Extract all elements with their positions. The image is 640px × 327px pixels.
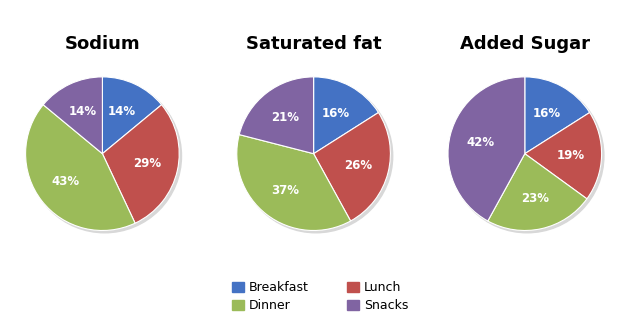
Text: 23%: 23% (521, 192, 549, 205)
Wedge shape (239, 77, 314, 154)
Text: 43%: 43% (52, 175, 80, 188)
Wedge shape (314, 112, 390, 221)
Text: 42%: 42% (466, 136, 494, 149)
Title: Added Sugar: Added Sugar (460, 35, 590, 53)
Text: 21%: 21% (271, 111, 300, 124)
Title: Sodium: Sodium (65, 35, 140, 53)
Text: 14%: 14% (108, 106, 136, 118)
Text: 19%: 19% (557, 149, 585, 162)
Text: 14%: 14% (68, 106, 97, 118)
Legend: Breakfast, Dinner, Lunch, Snacks: Breakfast, Dinner, Lunch, Snacks (227, 277, 413, 318)
Wedge shape (237, 135, 351, 231)
Text: 29%: 29% (133, 157, 161, 170)
Text: 26%: 26% (344, 159, 372, 172)
Wedge shape (448, 77, 525, 221)
Wedge shape (44, 77, 102, 154)
Wedge shape (488, 154, 587, 231)
Wedge shape (26, 105, 135, 231)
Circle shape (239, 79, 393, 233)
Title: Saturated fat: Saturated fat (246, 35, 381, 53)
Wedge shape (525, 112, 602, 199)
Circle shape (451, 79, 604, 233)
Wedge shape (525, 77, 589, 154)
Text: 16%: 16% (322, 107, 350, 120)
Wedge shape (314, 77, 378, 154)
Wedge shape (102, 77, 161, 154)
Text: 16%: 16% (533, 107, 561, 120)
Circle shape (28, 79, 182, 233)
Text: 37%: 37% (271, 183, 300, 197)
Wedge shape (102, 105, 179, 223)
